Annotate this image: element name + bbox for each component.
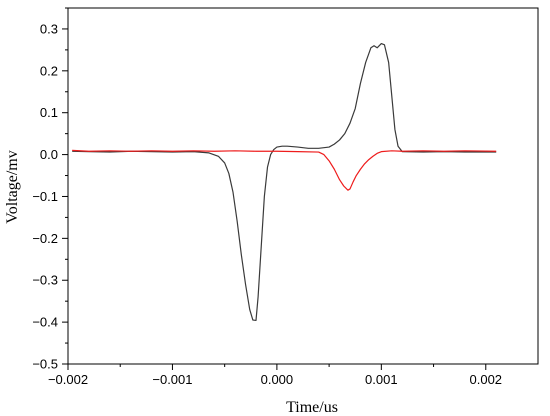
plot-area-border (67, 7, 539, 365)
y-tick-label: −0.3 (32, 273, 58, 288)
y-tick-label: 0.3 (40, 21, 58, 36)
x-axis-title: Time/us (286, 399, 338, 416)
x-tick-label: −0.001 (152, 372, 192, 387)
series-layer (72, 42, 497, 322)
y-tick-label: −0.2 (32, 231, 58, 246)
x-tick-label: 0.000 (261, 372, 294, 387)
x-tick-label: 0.002 (470, 372, 503, 387)
series-line-2 (72, 149, 497, 191)
plot-frame (67, 7, 539, 365)
y-tick-label: 0.1 (40, 105, 58, 120)
y-tick-label: −0.4 (32, 315, 58, 330)
x-tick-label: 0.001 (365, 372, 398, 387)
y-tick-label: −0.1 (32, 189, 58, 204)
y-axis: −0.5 −0.4 −0.3 −0.2 −0.1 0.0 0.1 0.2 0.3 (32, 7, 68, 372)
y-axis-title: Voltage/mv (4, 150, 21, 223)
y-tick-label: 0.2 (40, 63, 58, 78)
y-tick-label: 0.0 (40, 147, 58, 162)
x-tick-label: −0.002 (48, 372, 88, 387)
series-line-1 (72, 42, 497, 322)
x-axis: −0.002 −0.001 0.000 0.001 0.002 (48, 364, 502, 387)
y-tick-label: −0.5 (32, 357, 58, 372)
